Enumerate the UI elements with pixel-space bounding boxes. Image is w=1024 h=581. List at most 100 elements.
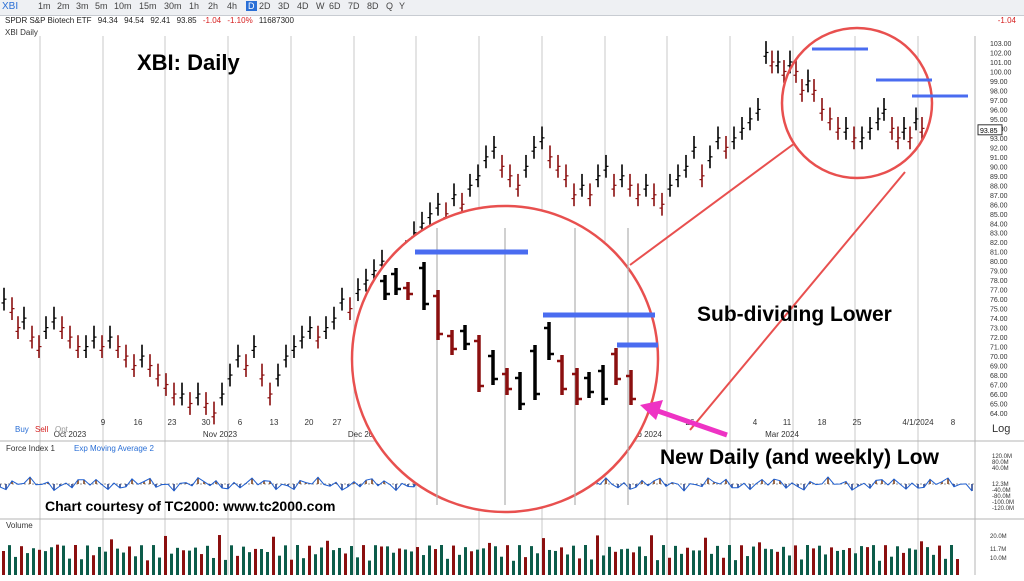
volume-bar: [260, 549, 263, 575]
volume-bar: [392, 552, 395, 575]
timeframe-8D[interactable]: 8D: [367, 1, 379, 11]
volume-bar: [440, 545, 443, 575]
volume-tick: 11.7M: [990, 547, 1006, 553]
price-tick: 90.00: [990, 164, 1008, 171]
timeframe-D[interactable]: D: [246, 1, 257, 11]
timeframe-4D[interactable]: 4D: [297, 1, 309, 11]
indicator-tick: 12.3M: [992, 482, 1009, 488]
indicator-tick: -40.0M: [992, 488, 1011, 494]
volume-bar: [794, 545, 797, 575]
x-tick-label: 23: [168, 418, 177, 427]
volume-bar: [686, 547, 689, 575]
symbol-label[interactable]: XBI: [2, 1, 18, 12]
timeframe-W[interactable]: W: [316, 1, 325, 11]
volume-bar: [836, 550, 839, 575]
volume-bar: [722, 557, 725, 575]
volume-bar: [422, 555, 425, 575]
volume-bar: [548, 549, 551, 575]
timeframe-2m[interactable]: 2m: [57, 1, 70, 11]
volume-bar: [632, 552, 635, 575]
volume-bar: [410, 551, 413, 575]
volume-bar: [512, 560, 515, 575]
volume-bar: [788, 555, 791, 575]
indicator-label-force: Force Index 1: [6, 444, 55, 453]
indicator-tick: -80.0M: [992, 494, 1011, 500]
volume-bar: [740, 545, 743, 575]
timeframe-10m[interactable]: 10m: [114, 1, 132, 11]
price-tick: 99.00: [990, 79, 1008, 86]
volume-bar: [716, 545, 719, 575]
timeframe-4h[interactable]: 4h: [227, 1, 238, 11]
volume-bar: [950, 545, 953, 575]
chart-title: XBI: Daily: [137, 50, 240, 75]
timeframe-3D[interactable]: 3D: [278, 1, 290, 11]
volume-bar: [602, 555, 605, 575]
quote-name: SPDR S&P Biotech ETF: [5, 16, 92, 25]
timeframe-30m[interactable]: 30m: [164, 1, 182, 11]
timeframe-1m[interactable]: 1m: [38, 1, 51, 11]
volume-bar: [530, 546, 533, 575]
price-tick: 84.00: [990, 221, 1008, 228]
timeframe-Y[interactable]: Y: [399, 1, 406, 11]
price-tick: 66.00: [990, 392, 1008, 399]
volume-bar: [536, 553, 539, 575]
price-tick: 85.00: [990, 212, 1008, 219]
volume-bar: [182, 550, 185, 575]
volume-bar: [140, 545, 143, 575]
volume-bar: [902, 552, 905, 575]
volume-bar: [776, 551, 779, 575]
volume-bar: [218, 535, 221, 575]
volume-bar: [200, 554, 203, 575]
volume-bar: [470, 551, 473, 575]
scale-label: Log: [992, 423, 1010, 435]
last-price-tag: [977, 124, 1003, 136]
symbol-text[interactable]: XBI: [2, 1, 19, 12]
timeframe-5m[interactable]: 5m: [95, 1, 108, 11]
timeframe-Q[interactable]: Q: [386, 1, 394, 11]
price-tick: 70.00: [990, 354, 1008, 361]
volume-bar: [446, 558, 449, 575]
volume-bar: [176, 547, 179, 575]
volume-bar: [236, 555, 239, 575]
price-tick: 98.00: [990, 88, 1008, 95]
volume-bar: [320, 547, 323, 575]
price-tick: 97.00: [990, 98, 1008, 105]
x-tick-label: 20: [305, 418, 314, 427]
timeframe-15m[interactable]: 15m: [139, 1, 157, 11]
quote-right-change: -1.04: [997, 16, 1016, 25]
timeframe-7D[interactable]: 7D: [348, 1, 360, 11]
volume-bar: [68, 558, 71, 575]
volume-bar: [290, 559, 293, 575]
timeframe-6D[interactable]: 6D: [329, 1, 341, 11]
volume-bar: [332, 550, 335, 575]
connector-line-1: [629, 142, 796, 266]
month-label: Nov 2023: [203, 430, 238, 439]
volume-bar: [728, 545, 731, 575]
price-tick: 101.00: [990, 60, 1012, 67]
timeframe-3m[interactable]: 3m: [76, 1, 89, 11]
volume-bar: [710, 553, 713, 575]
volume-bar: [614, 551, 617, 575]
volume-bar: [362, 545, 365, 575]
price-tick: 79.00: [990, 269, 1008, 276]
quote-change: -1.04: [202, 16, 222, 25]
price-tick: 93.00: [990, 136, 1008, 143]
volume-bar: [656, 560, 659, 575]
volume-bar: [956, 559, 959, 575]
volume-bar: [500, 556, 503, 575]
volume-bar: [158, 557, 161, 575]
legend-sell: Sell: [35, 425, 49, 434]
volume-bar: [272, 536, 275, 575]
timeframe-2h[interactable]: 2h: [208, 1, 219, 11]
volume-bar: [164, 535, 167, 575]
volume-bar: [542, 538, 545, 575]
price-tick: 73.00: [990, 326, 1008, 333]
volume-bar: [662, 545, 665, 575]
volume-bar: [224, 559, 227, 575]
timeframe-1h[interactable]: 1h: [189, 1, 200, 11]
volume-bar: [458, 554, 461, 575]
volume-bar: [608, 546, 611, 575]
volume-bar: [650, 535, 653, 575]
timeframe-2D[interactable]: 2D: [259, 1, 271, 11]
volume-bar: [668, 557, 671, 575]
